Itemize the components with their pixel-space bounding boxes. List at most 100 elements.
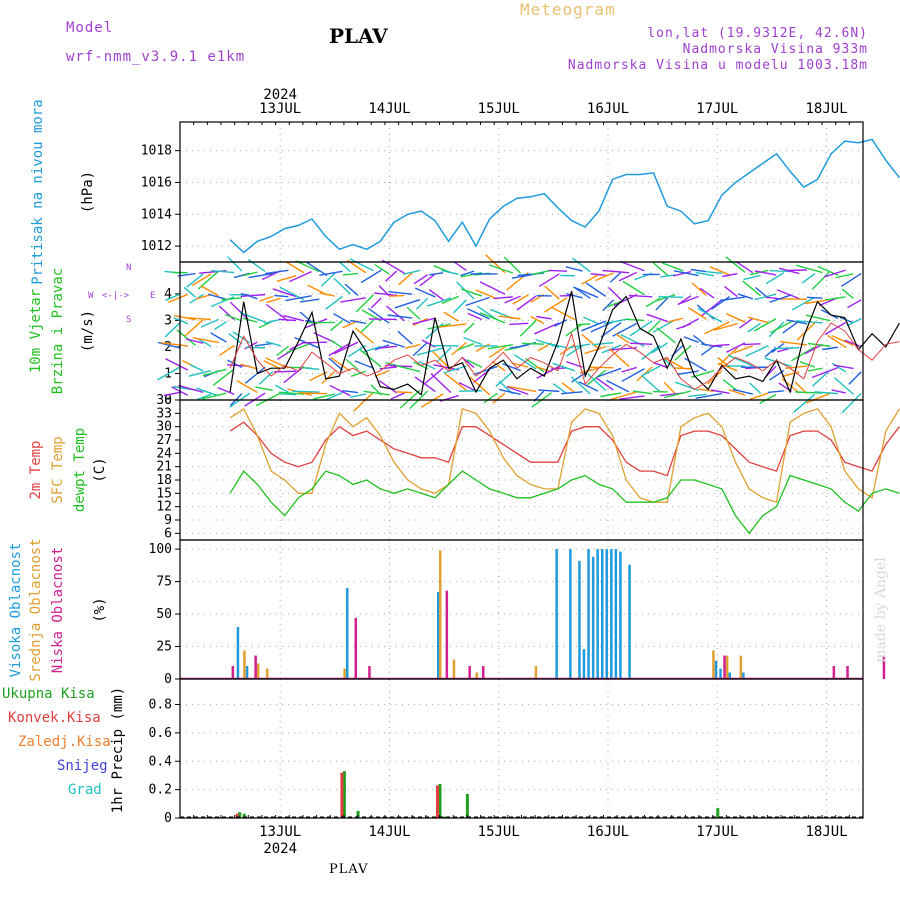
wind-barb [163, 391, 181, 397]
wind-barb [782, 320, 800, 334]
cloud-bar [742, 672, 745, 679]
wind-barb [460, 270, 475, 277]
wind-barb [618, 271, 637, 282]
wind-barb [735, 261, 754, 274]
wind-barb [606, 379, 630, 393]
wind-barb [495, 371, 514, 388]
wind-barb [412, 341, 429, 357]
wind-barb [554, 319, 568, 327]
wind-barb [652, 262, 669, 276]
wind-barb [589, 366, 614, 369]
wind-barb [609, 348, 630, 368]
wind-barb [289, 270, 312, 283]
y-tick-label: 15 [156, 486, 172, 501]
cloud-bar [846, 666, 849, 679]
year-label-bottom: 2024 [263, 841, 297, 857]
compass-arrow-label: <-|-> [102, 291, 130, 301]
wind-barb [187, 317, 212, 321]
wind-barb [610, 391, 637, 401]
wind-barb [349, 258, 374, 272]
wind-barb [197, 393, 212, 400]
precip-bar [242, 813, 246, 818]
wind-barb [841, 272, 862, 287]
wind-barb [299, 311, 313, 323]
date-label-bottom: 16JUL [587, 824, 629, 840]
y-tick-label: 24 [156, 446, 172, 461]
pressure-line [229, 138, 900, 254]
cloud-bar [555, 549, 558, 679]
wind-barb [385, 270, 398, 282]
precip-legend-1: Konvek.Kisa [8, 710, 101, 726]
wind-barb [647, 320, 661, 333]
wind-barb [333, 341, 359, 355]
wind-barb [276, 275, 297, 282]
wind-barb [240, 293, 266, 298]
wind-barb [493, 296, 513, 300]
model-elevation-label: Nadmorska Visina u modelu 1003.18m [567, 58, 868, 73]
wind-barb [330, 356, 351, 372]
cloud-bar [739, 655, 743, 679]
wind-barb [219, 344, 235, 356]
wind-barb [266, 297, 281, 304]
cloud-bar [236, 627, 240, 679]
wind-barb [743, 343, 761, 346]
wind-barb [622, 280, 645, 296]
wind-barb [701, 299, 723, 317]
wind-barb [578, 381, 599, 392]
cloud-bar [714, 660, 718, 679]
wind-barb [242, 317, 258, 323]
wind-barb [728, 389, 746, 396]
wind-barb [390, 392, 405, 400]
wind-barb [575, 323, 591, 326]
precip-bar [465, 793, 469, 818]
wind-barb [504, 295, 521, 304]
compass-e-label: E [150, 291, 155, 301]
y-tick-label: 33 [156, 406, 172, 421]
wind-barb [664, 390, 692, 399]
wind-barb [248, 272, 273, 279]
wind-barb [320, 272, 336, 287]
wind-barb [672, 270, 692, 277]
wind-barb [658, 296, 684, 299]
wind-barb [355, 294, 375, 313]
wind-barb [350, 393, 366, 398]
wind-barb [319, 270, 343, 276]
wind-barb [621, 368, 645, 382]
wind-barb [286, 261, 305, 274]
wind-barb [725, 256, 746, 273]
cloud-bar [610, 549, 613, 679]
wind-barb [489, 346, 506, 358]
wind-barb [767, 390, 784, 394]
wind-barb [404, 343, 421, 349]
wind-barb [165, 293, 181, 301]
temp-sfc-line [229, 407, 900, 504]
wind-barb [276, 345, 289, 357]
wind-barb [677, 295, 699, 306]
wind-barb [416, 347, 444, 356]
wind-barb [330, 320, 344, 331]
wind-barb [191, 273, 212, 286]
wind-barb [263, 360, 281, 370]
wind-barb [168, 293, 189, 303]
wind-barb [227, 256, 243, 272]
wind-barb [328, 342, 351, 357]
date-label-top: 14JUL [368, 101, 410, 117]
precip-bar [356, 810, 360, 818]
cloud-low-axis-label: Niska Oblacnost [50, 547, 66, 673]
cloud-bar [628, 564, 631, 679]
wind-barb [706, 271, 722, 275]
wind-barb [609, 271, 622, 283]
wind-barb [749, 392, 769, 400]
wind-barb [743, 274, 761, 281]
wind-barb [287, 388, 312, 396]
model-name: wrf-nmm_v3.9.1 e1km [66, 49, 246, 65]
wind-barb [160, 342, 188, 347]
wind-barb [629, 342, 653, 345]
wind-barb [717, 362, 738, 372]
cloud-bar [578, 560, 581, 679]
wind-barb [165, 358, 189, 371]
precip-legend-3: Snijeg [57, 758, 108, 774]
wind-barb [467, 308, 490, 320]
wind-barb [581, 333, 599, 349]
wind-barb [197, 337, 212, 347]
